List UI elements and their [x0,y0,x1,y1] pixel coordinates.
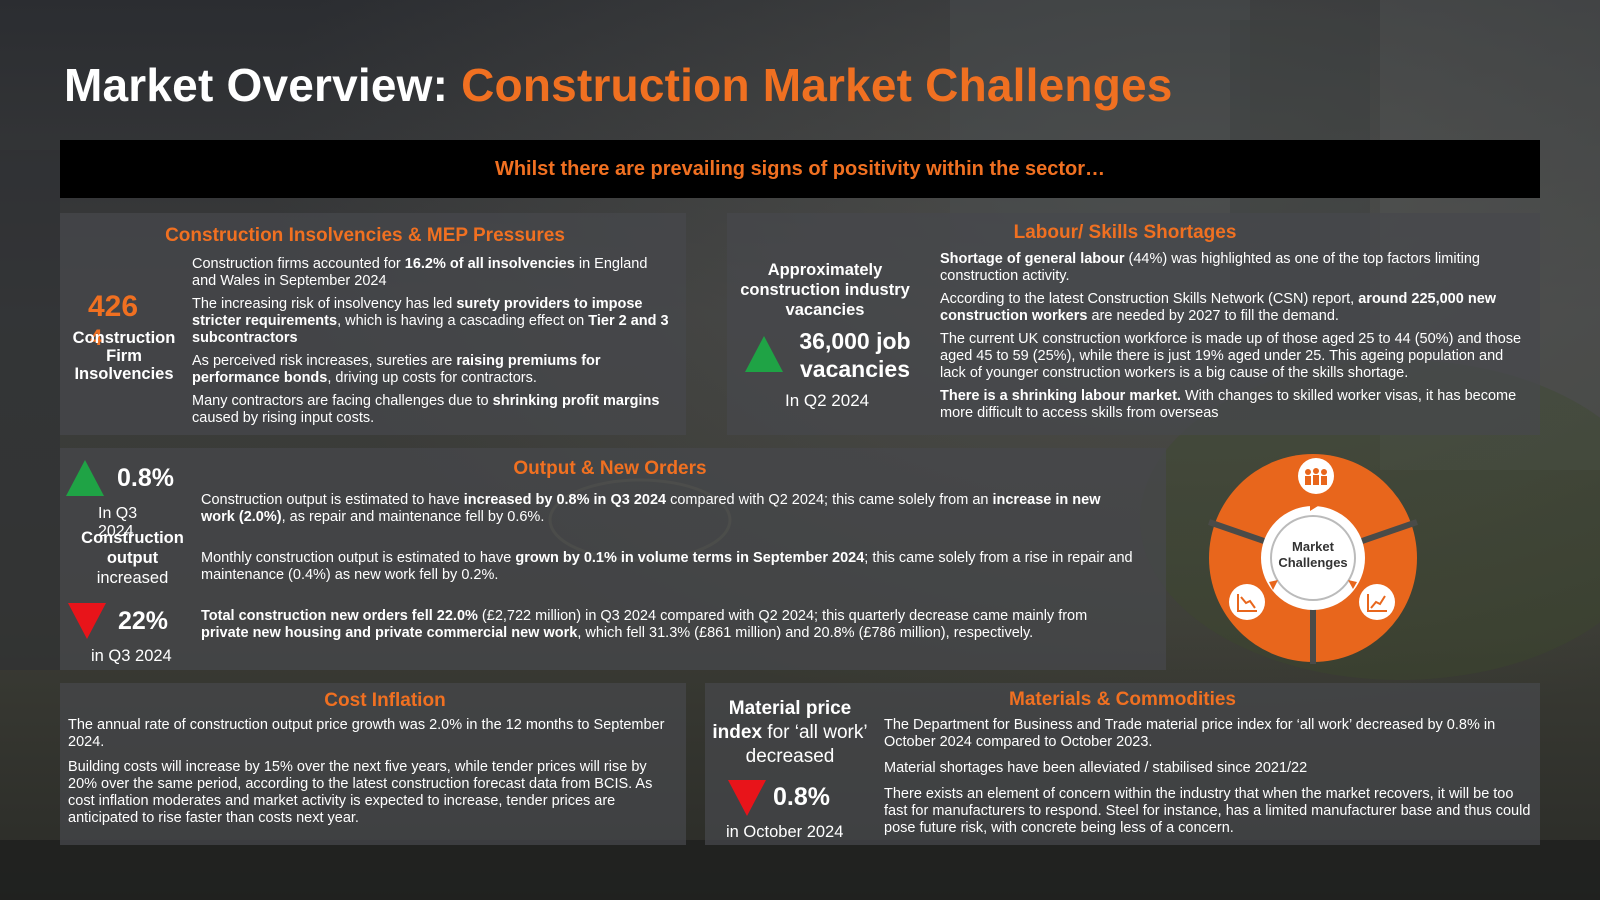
insolvencies-point-2: The increasing risk of insolvency has le… [192,296,669,346]
labour-point-3: The current UK construction workforce is… [940,331,1522,381]
materials-title: Materials & Commodities [1009,689,1236,710]
labour-point-1: Shortage of general labour (44%) was hig… [940,251,1480,284]
materials-point-2: Material shortages have been alleviated … [884,760,1308,776]
cycle-label-line2: Challenges [1278,555,1348,570]
materials-stat-period: in October 2024 [726,823,844,841]
cost-point-1: The annual rate of construction output p… [68,717,665,750]
labour-text: Shortage of general labour (44%) was hig… [940,251,1532,428]
output-point-1: Construction output is estimated to have… [201,492,1101,525]
output-title: Output & New Orders [513,458,707,479]
output-text: Construction output is estimated to have… [201,492,1136,648]
insolvencies-panel [60,213,686,435]
output-stat1-suffix: increased [96,569,169,587]
materials-lead-rest: for ‘all work’ decreased [745,722,868,767]
output-stat1-label: Construction output [81,529,184,567]
title-prefix: Market Overview: [64,59,462,111]
up-arrow-icon [745,336,783,372]
up-arrow-icon [66,460,104,496]
page-title: Market Overview: Construction Market Cha… [64,58,1173,112]
insolvencies-text: Construction firms accounted for 16.2% o… [192,256,672,433]
insolvencies-title: Construction Insolvencies & MEP Pressure… [165,225,565,246]
materials-lead: Material price index for ‘all work’ decr… [710,697,870,769]
cost-panel [60,683,686,845]
output-point-3: Total construction new orders fell 22.0%… [201,608,1088,641]
insolvencies-point-3: As perceived risk increases, sureties ar… [192,353,601,386]
output-panel [60,448,1166,670]
output-stat2-value: 22% [118,607,169,635]
insolvencies-point-1: Construction firms accounted for 16.2% o… [192,256,648,289]
insolvencies-stat-label: Construction Firm Insolvencies [72,329,176,383]
cost-title: Cost Inflation [324,690,446,711]
title-accent: Construction Market Challenges [461,59,1173,111]
cycle-label-line1: Market [1292,539,1334,554]
materials-stat-value: 0.8% [773,783,830,811]
cost-text: The annual rate of construction output p… [68,717,678,833]
materials-lead-bold: Material price index [712,698,852,743]
cycle-center-label: Market Challenges [1263,539,1363,571]
labour-stat-value: 36,000 job vacancies [799,328,911,382]
materials-panel [705,683,1540,845]
labour-lead-label: Approximately construction industry vaca… [740,261,910,319]
down-arrow-icon [728,780,766,816]
output-stat1-value: 0.8% [117,464,174,492]
labour-point-2: According to the latest Construction Ski… [940,291,1497,324]
insolvencies-point-4: Many contractors are facing challenges d… [192,393,660,426]
output-point-2: Monthly construction output is estimated… [201,550,1133,583]
down-arrow-icon [68,603,106,639]
labour-point-4: There is a shrinking labour market. With… [940,388,1517,421]
materials-point-1: The Department for Business and Trade ma… [884,717,1496,750]
materials-text: The Department for Business and Trade ma… [884,717,1534,843]
banner-text: Whilst there are prevailing signs of pos… [494,157,1106,180]
insolvencies-stat-value: 426 [88,290,139,323]
banner: Whilst there are prevailing signs of pos… [60,140,1540,198]
output-stat2-period: in Q3 2024 [91,647,172,665]
labour-title: Labour/ Skills Shortages [1013,222,1237,243]
insolvencies-stat-suffix: 4 [90,325,103,350]
materials-point-3: There exists an element of concern withi… [884,786,1531,836]
market-challenges-cycle [1208,454,1418,664]
labour-stat-period: In Q2 2024 [785,391,870,410]
cost-point-2: Building costs will increase by 15% over… [68,759,653,826]
labour-panel [727,213,1540,435]
output-stat1-period: In Q3 2024 [98,505,138,540]
